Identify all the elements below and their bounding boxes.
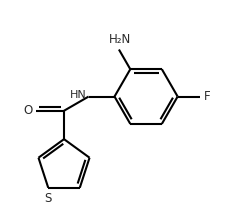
Text: H₂N: H₂N [109,33,131,46]
Text: HN: HN [69,90,86,100]
Text: F: F [204,90,210,103]
Text: S: S [44,192,52,205]
Text: O: O [23,104,32,117]
